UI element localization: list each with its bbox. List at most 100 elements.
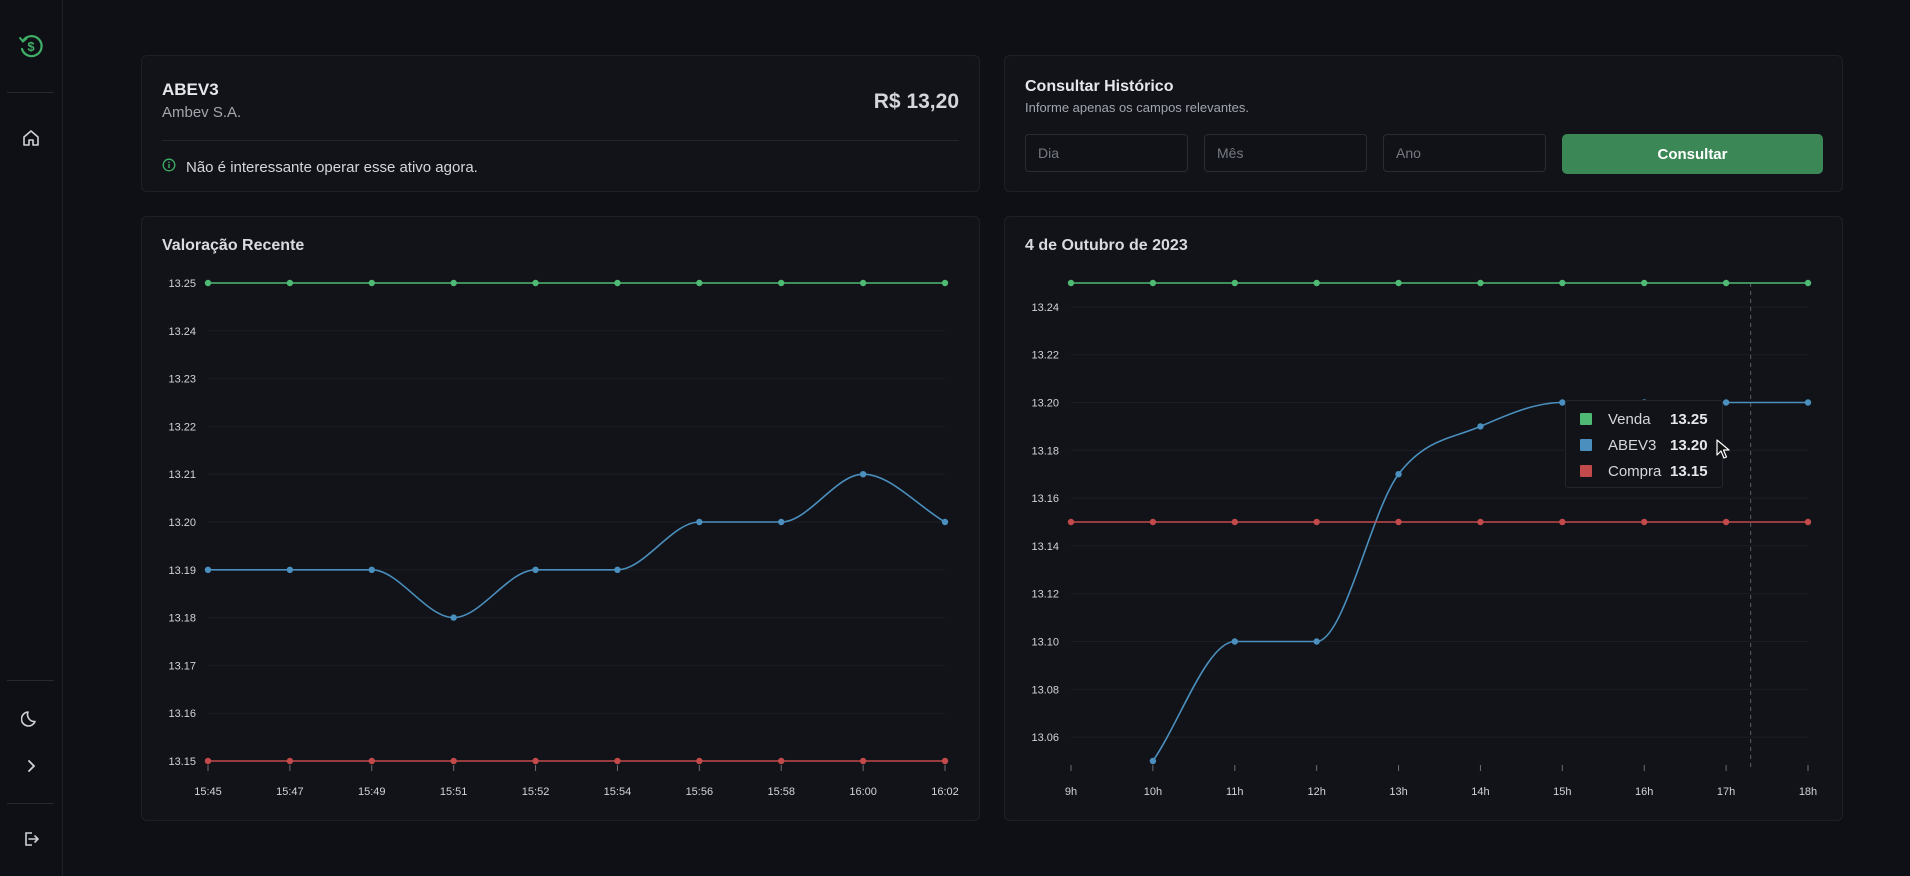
- data-point-compra[interactable]: [1067, 518, 1075, 526]
- tooltip-series-value: 13.25: [1670, 410, 1708, 428]
- x-tick-label: 16h: [1635, 786, 1653, 798]
- data-point-venda[interactable]: [1804, 279, 1812, 287]
- data-point-venda[interactable]: [1067, 279, 1075, 287]
- data-point-venda[interactable]: [1722, 279, 1730, 287]
- x-tick-label: 15:58: [767, 786, 795, 798]
- data-point-compra[interactable]: [1149, 518, 1157, 526]
- y-tick-label: 13.22: [168, 421, 196, 433]
- info-icon: [162, 158, 176, 176]
- data-point-compra[interactable]: [778, 757, 785, 765]
- data-point-compra[interactable]: [450, 757, 457, 765]
- data-point-ticker[interactable]: [1804, 399, 1812, 406]
- history-title: Consultar Histórico: [1025, 78, 1174, 95]
- card-divider: [162, 140, 959, 141]
- data-point-venda[interactable]: [778, 279, 785, 287]
- recommendation-text: Não é interessante operar esse ativo ago…: [186, 158, 478, 176]
- y-tick-label: 13.10: [1031, 637, 1059, 649]
- y-tick-label: 13.14: [1031, 541, 1059, 553]
- data-point-compra[interactable]: [1231, 518, 1238, 526]
- data-point-compra[interactable]: [204, 757, 212, 765]
- y-tick-label: 13.20: [1031, 398, 1059, 410]
- data-point-compra[interactable]: [859, 757, 867, 765]
- data-point-compra[interactable]: [368, 757, 375, 765]
- tooltip-row-compra: Compra 13.15: [1580, 461, 1708, 481]
- y-tick-label: 13.21: [168, 469, 196, 481]
- data-point-compra[interactable]: [1395, 518, 1402, 526]
- y-tick-label: 13.24: [1031, 302, 1059, 314]
- data-point-venda[interactable]: [859, 279, 867, 287]
- x-tick-label: 16:00: [849, 786, 877, 798]
- data-point-compra[interactable]: [941, 757, 949, 765]
- x-tick-label: 14h: [1471, 786, 1489, 798]
- data-point-ticker[interactable]: [286, 566, 294, 573]
- data-point-compra[interactable]: [614, 757, 621, 765]
- data-point-venda[interactable]: [1477, 279, 1484, 287]
- data-point-ticker[interactable]: [859, 471, 867, 478]
- data-point-compra[interactable]: [532, 757, 539, 765]
- data-point-ticker[interactable]: [532, 566, 539, 573]
- data-point-compra[interactable]: [696, 757, 703, 765]
- y-tick-label: 13.12: [1031, 589, 1059, 601]
- series-line-ticker: [208, 473, 946, 619]
- data-point-compra[interactable]: [1477, 518, 1484, 526]
- data-point-ticker[interactable]: [1395, 471, 1402, 478]
- data-point-ticker[interactable]: [368, 566, 375, 573]
- data-point-venda[interactable]: [1559, 279, 1566, 287]
- data-point-compra[interactable]: [1559, 518, 1566, 526]
- history-chart-card: 4 de Outubro de 2023 13.24 13.22 13.20 13.1…: [1004, 216, 1843, 821]
- data-point-ticker[interactable]: [1231, 638, 1238, 645]
- data-point-ticker[interactable]: [778, 518, 785, 526]
- data-point-venda[interactable]: [1395, 279, 1402, 287]
- data-point-ticker[interactable]: [1559, 399, 1566, 406]
- dollar-refresh-icon[interactable]: $: [17, 32, 45, 60]
- data-point-ticker[interactable]: [614, 566, 621, 573]
- data-point-ticker[interactable]: [1477, 423, 1484, 430]
- data-point-venda[interactable]: [1313, 279, 1320, 287]
- chart-title: Valoração Recente: [162, 237, 305, 254]
- data-point-venda[interactable]: [614, 279, 621, 287]
- data-point-ticker[interactable]: [696, 518, 703, 526]
- data-point-venda[interactable]: [286, 279, 294, 287]
- y-tick-label: 13.08: [1031, 684, 1059, 696]
- data-point-compra[interactable]: [286, 757, 294, 765]
- data-point-ticker[interactable]: [941, 518, 949, 526]
- x-tick-label: 15:49: [358, 786, 386, 798]
- month-input[interactable]: [1204, 134, 1367, 172]
- data-point-compra[interactable]: [1722, 518, 1730, 526]
- data-point-venda[interactable]: [204, 279, 212, 287]
- year-input[interactable]: [1383, 134, 1546, 172]
- tooltip-series-value: 13.15: [1670, 462, 1708, 480]
- tooltip-series-name: Venda: [1608, 410, 1651, 428]
- y-tick-label: 13.17: [168, 660, 196, 672]
- x-tick-label: 15:45: [194, 786, 222, 798]
- moon-icon[interactable]: [19, 706, 43, 730]
- data-point-ticker[interactable]: [1149, 757, 1157, 765]
- logout-icon[interactable]: [19, 827, 43, 851]
- data-point-venda[interactable]: [1641, 279, 1648, 287]
- y-tick-label: 13.16: [168, 708, 196, 720]
- data-point-compra[interactable]: [1804, 518, 1812, 526]
- data-point-venda[interactable]: [450, 279, 457, 287]
- data-point-ticker[interactable]: [450, 614, 457, 621]
- home-icon[interactable]: [19, 126, 43, 150]
- y-tick-label: 13.15: [168, 756, 196, 768]
- data-point-venda[interactable]: [532, 279, 539, 287]
- data-point-compra[interactable]: [1641, 518, 1648, 526]
- x-tick-label: 12h: [1307, 786, 1325, 798]
- data-point-venda[interactable]: [1231, 279, 1238, 287]
- chevron-right-icon[interactable]: [19, 754, 43, 778]
- data-point-venda[interactable]: [941, 279, 949, 287]
- data-point-venda[interactable]: [696, 279, 703, 287]
- data-point-ticker[interactable]: [1722, 399, 1730, 406]
- consult-button[interactable]: Consultar: [1562, 134, 1823, 174]
- data-point-venda[interactable]: [1149, 279, 1157, 287]
- day-input[interactable]: [1025, 134, 1188, 172]
- data-point-venda[interactable]: [368, 279, 375, 287]
- data-point-ticker[interactable]: [204, 566, 212, 573]
- data-point-compra[interactable]: [1313, 518, 1320, 526]
- x-tick-label: 17h: [1717, 786, 1735, 798]
- sidebar-divider: [7, 803, 54, 804]
- tooltip-row-venda: Venda 13.25: [1580, 409, 1708, 429]
- y-tick-label: 13.06: [1031, 732, 1059, 744]
- data-point-ticker[interactable]: [1313, 638, 1320, 645]
